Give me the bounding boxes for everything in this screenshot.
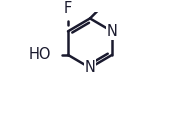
- Text: HO: HO: [29, 47, 51, 62]
- Text: N: N: [107, 24, 117, 39]
- Text: F: F: [64, 1, 72, 16]
- Text: N: N: [85, 60, 95, 75]
